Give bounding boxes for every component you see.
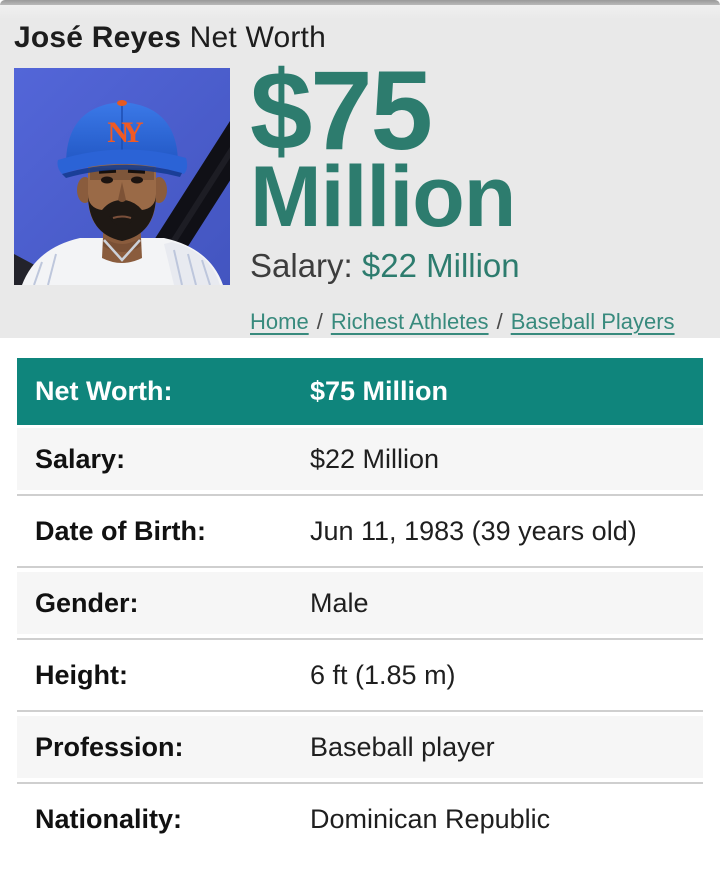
page-title-suffix: Net Worth	[189, 21, 326, 54]
fact-value: $75 Million	[310, 376, 449, 406]
table-row-profession: Profession: Baseball player	[17, 716, 703, 778]
fact-label: Net Worth:	[35, 376, 173, 406]
salary-label: Salary:	[250, 247, 353, 284]
salary-value: $22 Million	[361, 247, 520, 284]
fact-value: Dominican Republic	[310, 803, 551, 834]
fact-label: Nationality:	[35, 803, 183, 834]
row-divider	[17, 566, 703, 568]
breadcrumb-separator: /	[496, 309, 503, 334]
salary-line: Salary: $22 Million	[250, 247, 675, 285]
fact-value: Male	[310, 587, 369, 618]
hero-section: José Reyes Net Worth	[0, 5, 720, 338]
page-title-name: José Reyes	[14, 21, 182, 54]
fact-value: Jun 11, 1983 (39 years old)	[310, 515, 637, 546]
table-row-gender: Gender: Male	[17, 572, 703, 634]
table-row-nationality: Nationality: Dominican Republic	[17, 788, 703, 850]
row-divider	[17, 494, 703, 496]
networth-amount: $75	[250, 48, 433, 173]
breadcrumb-link-baseball-players[interactable]: Baseball Players	[510, 309, 675, 334]
breadcrumb-separator: /	[316, 309, 323, 334]
fact-label: Date of Birth:	[35, 515, 206, 546]
breadcrumb-link-richest-athletes[interactable]: Richest Athletes	[330, 309, 489, 334]
table-header-row: Net Worth: $75 Million	[17, 358, 703, 425]
fact-value: 6 ft (1.85 m)	[310, 659, 456, 690]
fact-value: $22 Million	[310, 443, 440, 474]
mets-cap-icon: NY	[57, 100, 188, 178]
fact-value: Baseball player	[310, 731, 495, 762]
nose-shape	[118, 182, 126, 202]
breadcrumb-link-home[interactable]: Home	[250, 309, 309, 334]
row-divider	[17, 710, 703, 712]
fact-label: Profession:	[35, 731, 184, 762]
player-photo: NY	[14, 68, 230, 285]
breadcrumb: Home / Richest Athletes / Baseball Players	[250, 309, 675, 335]
table-row-salary: Salary: $22 Million	[17, 428, 703, 490]
page-title: José Reyes Net Worth	[14, 20, 706, 56]
facts-table: Net Worth: $75 Million Salary: $22 Milli…	[17, 358, 703, 850]
table-row-height: Height: 6 ft (1.85 m)	[17, 644, 703, 706]
row-divider	[17, 638, 703, 640]
row-divider	[17, 782, 703, 784]
necklace-shape	[103, 239, 141, 262]
networth-unit: Million	[250, 149, 516, 245]
eyes-shape	[90, 168, 154, 184]
fact-label: Height:	[35, 659, 128, 690]
window-top-edge	[0, 0, 720, 5]
fact-label: Gender:	[35, 587, 139, 618]
table-row-date-of-birth: Date of Birth: Jun 11, 1983 (39 years ol…	[17, 500, 703, 562]
fact-label: Salary:	[35, 443, 126, 474]
